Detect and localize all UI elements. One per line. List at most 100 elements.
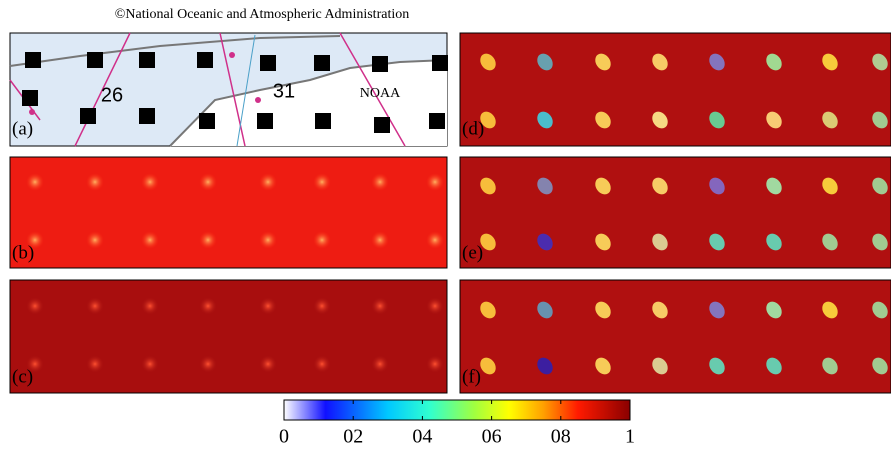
spot <box>259 231 277 249</box>
spot <box>141 355 159 373</box>
spot <box>872 53 888 71</box>
spot <box>822 301 838 319</box>
spot <box>480 301 496 319</box>
spot <box>480 357 496 375</box>
waypoint <box>255 97 261 103</box>
spot <box>259 297 277 315</box>
panel-label: (a) <box>12 118 33 139</box>
spot <box>26 173 44 191</box>
panel-label: (f) <box>462 366 481 387</box>
spot <box>766 177 782 195</box>
spot <box>766 301 782 319</box>
panel-label: (d) <box>462 118 484 139</box>
buoy-marker <box>87 52 103 68</box>
waypoint <box>229 52 235 58</box>
spot <box>709 53 725 71</box>
spot <box>371 231 389 249</box>
spot <box>822 111 838 129</box>
buoy-marker <box>139 52 155 68</box>
spot <box>595 111 611 129</box>
spot <box>652 177 668 195</box>
spot <box>766 53 782 71</box>
map-panel: 26 31 NOAA <box>9 32 448 147</box>
spot <box>480 177 496 195</box>
panel-c <box>9 279 448 394</box>
spot <box>537 177 553 195</box>
colorbar <box>283 399 631 421</box>
spot <box>141 231 159 249</box>
spot <box>595 177 611 195</box>
spot <box>86 297 104 315</box>
spot <box>595 301 611 319</box>
spot <box>426 297 444 315</box>
buoy-marker <box>80 108 96 124</box>
spot <box>480 111 496 129</box>
spot <box>371 355 389 373</box>
buoy-marker <box>374 117 390 133</box>
map-label: 31 <box>273 80 295 102</box>
waypoint <box>29 109 35 115</box>
map-label: NOAA <box>360 86 401 101</box>
panel-e <box>459 156 891 269</box>
spot <box>709 111 725 129</box>
spot <box>426 355 444 373</box>
buoy-marker <box>22 90 38 106</box>
buoy-marker <box>315 113 331 129</box>
spot <box>595 53 611 71</box>
spot <box>199 173 217 191</box>
spot <box>480 233 496 251</box>
spot <box>709 301 725 319</box>
buoy-marker <box>432 55 448 71</box>
colorbar-tick-label: 08 <box>551 426 571 448</box>
buoy-marker <box>260 55 276 71</box>
spot <box>141 297 159 315</box>
spot <box>86 355 104 373</box>
panel-label: (e) <box>462 242 483 263</box>
spot <box>822 233 838 251</box>
spot <box>313 231 331 249</box>
spot <box>26 231 44 249</box>
spot <box>26 297 44 315</box>
spot <box>822 357 838 375</box>
spot <box>259 355 277 373</box>
spot <box>26 355 44 373</box>
spot <box>199 231 217 249</box>
map-label: 26 <box>101 84 123 106</box>
spot <box>259 173 277 191</box>
spot <box>313 297 331 315</box>
panel-d <box>459 32 891 147</box>
spot <box>652 53 668 71</box>
panel-label: (b) <box>12 242 34 263</box>
spot <box>86 231 104 249</box>
spot <box>426 173 444 191</box>
buoy-marker <box>25 52 41 68</box>
spot <box>199 355 217 373</box>
spot <box>872 177 888 195</box>
colorbar-tick-label: 0 <box>279 426 289 448</box>
panel-label: (c) <box>12 366 33 387</box>
spot <box>822 53 838 71</box>
spot <box>872 301 888 319</box>
colorbar-tick-label: 06 <box>482 426 502 448</box>
credit: ©National Oceanic and Atmospheric Admini… <box>115 7 409 22</box>
colorbar-tick-label: 04 <box>412 426 432 448</box>
spot <box>480 53 496 71</box>
spot <box>537 111 553 129</box>
coastline <box>169 59 448 147</box>
spot <box>822 177 838 195</box>
spot <box>141 173 159 191</box>
buoy-marker <box>257 113 273 129</box>
spot <box>872 233 888 251</box>
buoy-marker <box>199 113 215 129</box>
spot <box>313 173 331 191</box>
spot <box>652 357 668 375</box>
spot <box>371 297 389 315</box>
buoy-marker <box>139 108 155 124</box>
colorbar-tick-label: 1 <box>625 426 635 448</box>
buoy-marker <box>429 113 445 129</box>
spot <box>371 173 389 191</box>
panel-f <box>459 279 891 394</box>
spot <box>766 233 782 251</box>
spot <box>537 53 553 71</box>
